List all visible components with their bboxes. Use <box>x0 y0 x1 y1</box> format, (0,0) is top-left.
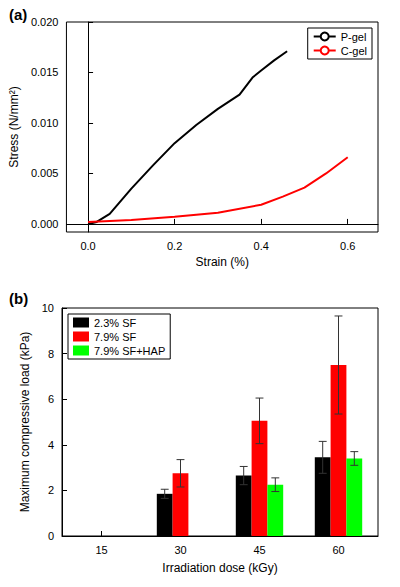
svg-text:2.3% SF: 2.3% SF <box>94 317 136 329</box>
svg-text:Stress (N/mm²): Stress (N/mm²) <box>7 86 21 167</box>
svg-text:0.0: 0.0 <box>80 240 95 252</box>
svg-text:0.000: 0.000 <box>31 218 59 230</box>
svg-text:0.4: 0.4 <box>254 240 269 252</box>
svg-text:2: 2 <box>48 484 54 496</box>
svg-text:Maximum compressive load (kPa): Maximum compressive load (kPa) <box>18 332 32 513</box>
svg-text:Irradiation dose (kGy): Irradiation dose (kGy) <box>162 561 277 575</box>
svg-text:30: 30 <box>174 544 186 556</box>
svg-text:4: 4 <box>48 439 54 451</box>
svg-text:45: 45 <box>253 544 265 556</box>
svg-text:Strain (%): Strain (%) <box>196 255 249 269</box>
svg-text:15: 15 <box>95 544 107 556</box>
svg-text:0.2: 0.2 <box>167 240 182 252</box>
svg-text:10: 10 <box>42 302 54 314</box>
svg-text:8: 8 <box>48 348 54 360</box>
svg-text:P-gel: P-gel <box>341 31 367 43</box>
svg-text:(a): (a) <box>9 6 27 23</box>
svg-text:0.020: 0.020 <box>31 16 59 28</box>
svg-text:0.6: 0.6 <box>340 240 355 252</box>
svg-text:0.015: 0.015 <box>31 66 59 78</box>
svg-text:(b): (b) <box>9 290 28 307</box>
svg-text:6: 6 <box>48 393 54 405</box>
svg-text:C-gel: C-gel <box>341 45 367 57</box>
svg-text:0: 0 <box>48 530 54 542</box>
svg-text:60: 60 <box>332 544 344 556</box>
svg-text:7.9% SF: 7.9% SF <box>94 331 136 343</box>
svg-text:7.9% SF+HAP: 7.9% SF+HAP <box>94 345 165 357</box>
svg-text:0.010: 0.010 <box>31 117 59 129</box>
svg-text:0.005: 0.005 <box>31 167 59 179</box>
